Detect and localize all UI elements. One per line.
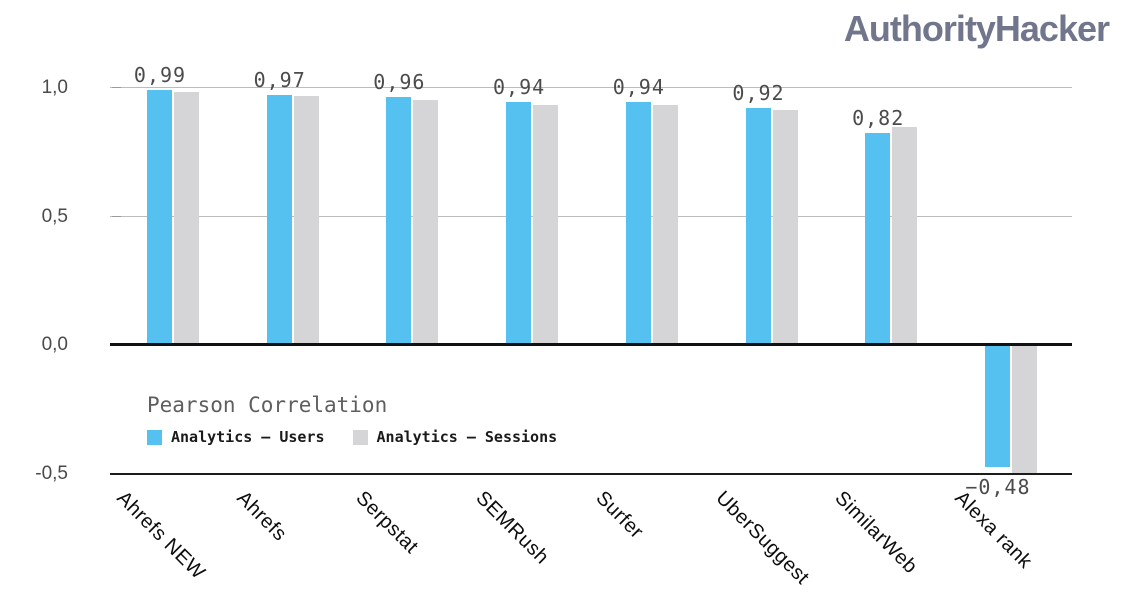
value-label-semrush: 0,94 (493, 75, 546, 100)
value-label-ubersuggest: 0,92 (732, 80, 785, 105)
value-label-alexa-rank: −0,48 (965, 475, 1031, 500)
bar--users-ubersuggest (745, 107, 771, 344)
bar--users-alexa-rank (984, 344, 1010, 468)
sessions-legend-label: Analytics – Sessions (376, 428, 558, 446)
bar--sessions-ahrefs-new (174, 92, 199, 344)
users-legend-label: Analytics – Users (171, 428, 325, 446)
bar--sessions-ubersuggest (772, 110, 798, 344)
value-label-serpstat: 0,96 (373, 70, 426, 95)
bar--users-semrush (506, 102, 532, 344)
gridline--0-5 (110, 472, 1072, 475)
y-axis-label--0-5: -0,5 (35, 462, 68, 484)
bar--sessions-ahrefs (293, 95, 319, 344)
authorityhacker-logo: AuthorityHacker (843, 8, 1110, 49)
bar--sessions-serpstat (413, 99, 439, 344)
users-legend-swatch (147, 429, 162, 445)
category-label-ahrefs: Ahrefs (232, 487, 291, 546)
category-label-similarweb: SimilarWeb (830, 487, 922, 579)
y-axis-tick (112, 215, 121, 217)
value-label-ahrefs: 0,97 (253, 67, 306, 92)
category-label-ahrefs-new: Ahrefs NEW (112, 487, 210, 584)
category-label-serpstat: Serpstat (351, 487, 423, 559)
bar--sessions-alexa-rank (1011, 344, 1037, 473)
bar--users-serpstat (386, 97, 412, 344)
gridline-0-5 (110, 215, 1072, 217)
category-label-semrush: SEMRush (471, 487, 554, 569)
y-axis-label-1-0: 1,0 (41, 77, 68, 98)
y-axis-label-0-5: 0,5 (41, 205, 68, 227)
sessions-legend-swatch (352, 429, 368, 445)
value-label-similarweb: 0,82 (852, 106, 905, 131)
y-axis-label-0-0: 0,0 (41, 334, 68, 355)
bar--sessions-similarweb (892, 126, 918, 344)
bar--users-surfer (625, 102, 651, 344)
bar--users-ahrefs (266, 94, 292, 344)
chart-legend: Pearson Correlation Analytics – Users An… (147, 393, 585, 446)
value-label-ahrefs-new: 0,99 (133, 62, 187, 87)
legend-title: Pearson Correlation (147, 393, 388, 417)
bar--sessions-semrush (533, 104, 559, 344)
y-axis-tick (112, 87, 121, 88)
legend-items-row: Analytics – Users Analytics – Sessions (147, 428, 585, 446)
bar--sessions-surfer (652, 104, 678, 344)
category-label-surfer: Surfer (591, 487, 648, 544)
category-label-alexa-rank: Alexa rank (950, 487, 1037, 573)
value-label-surfer: 0,94 (612, 75, 665, 100)
gridline-1-0 (110, 87, 1072, 88)
bar--users-similarweb (865, 133, 891, 344)
category-label-ubersuggest: UberSuggest (710, 487, 813, 590)
bar--users-ahrefs-new (147, 89, 172, 344)
gridline-0-0 (110, 343, 1072, 346)
